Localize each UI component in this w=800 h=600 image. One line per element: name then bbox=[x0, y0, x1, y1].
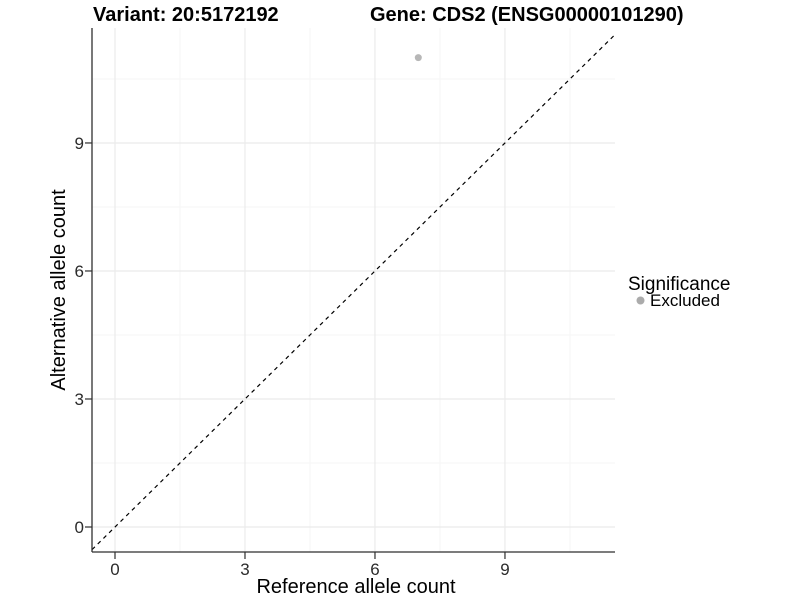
x-tick-label-9: 9 bbox=[500, 560, 509, 579]
x-tick-label-6: 6 bbox=[370, 560, 379, 579]
x-axis-title: Reference allele count bbox=[256, 576, 455, 598]
legend-label-excluded: Excluded bbox=[650, 291, 720, 310]
y-axis-title: Alternative allele count bbox=[48, 189, 70, 391]
y-tick-label-6: 6 bbox=[75, 262, 84, 281]
legend-key-excluded-icon bbox=[636, 296, 645, 305]
identity-line-layer bbox=[91, 34, 616, 551]
data-points-layer bbox=[414, 54, 422, 62]
y-tick-label-3: 3 bbox=[75, 390, 84, 409]
gridlines-major bbox=[92, 28, 615, 552]
y-tick-label-9: 9 bbox=[75, 134, 84, 153]
legend-title: Significance bbox=[628, 274, 730, 295]
plot-panel bbox=[92, 28, 615, 552]
axes-layer bbox=[91, 28, 615, 553]
plot-title-gene: Gene: CDS2 (ENSG00000101290) bbox=[370, 4, 684, 26]
plot-title-variant: Variant: 20:5172192 bbox=[93, 4, 279, 26]
y-tick-label-0: 0 bbox=[75, 518, 84, 537]
legend: Significance Excluded bbox=[628, 274, 730, 310]
data-point bbox=[414, 54, 422, 62]
x-tick-label-3: 3 bbox=[240, 560, 249, 579]
identity-dashed-line bbox=[91, 34, 616, 551]
ticks-layer: 0 3 6 9 0 3 6 9 bbox=[75, 134, 510, 579]
x-tick-label-0: 0 bbox=[110, 560, 119, 579]
